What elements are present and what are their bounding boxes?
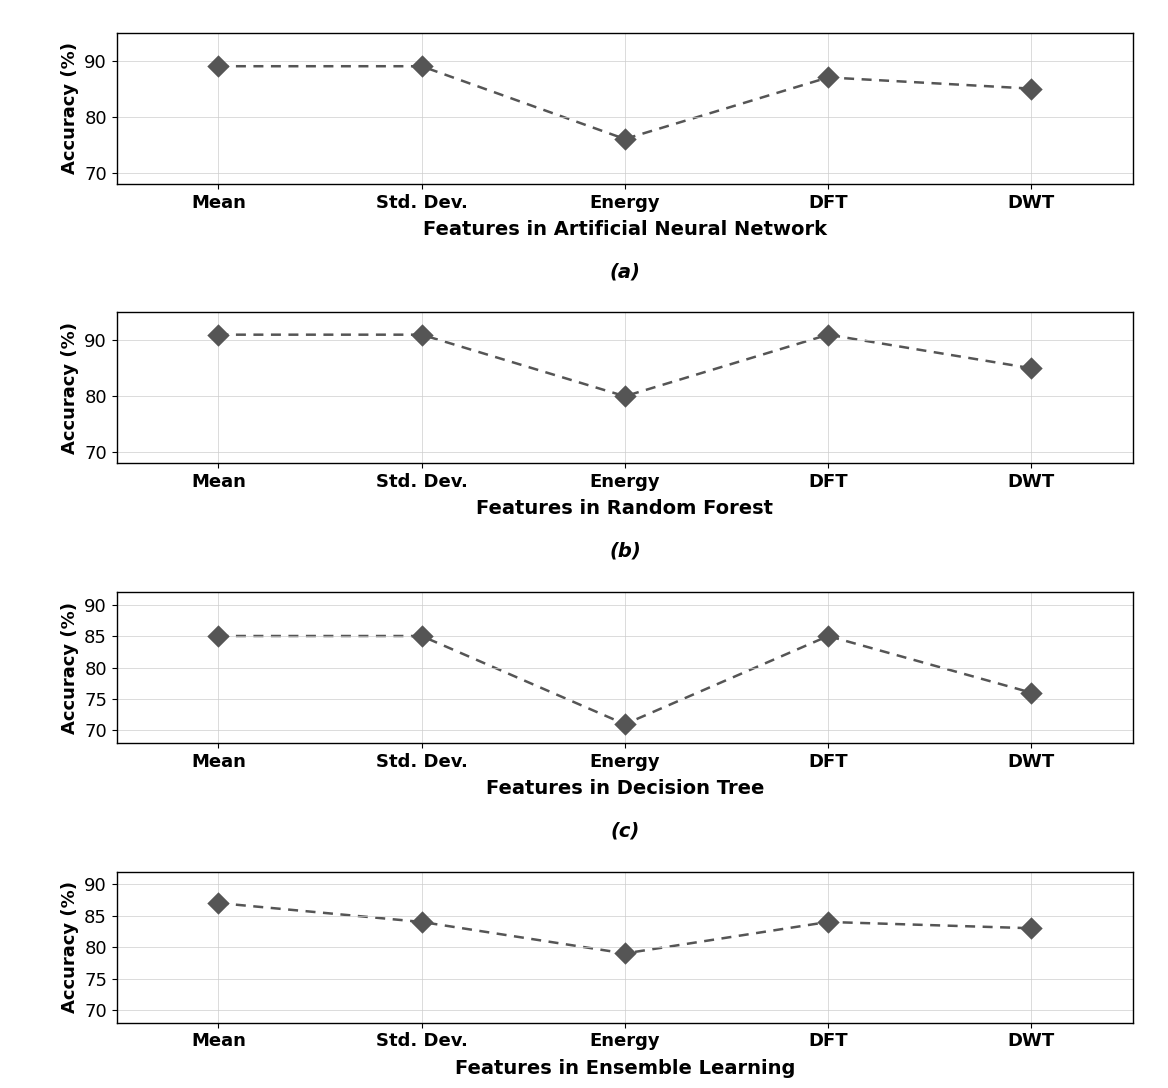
- Point: [616, 716, 634, 733]
- Point: [412, 628, 431, 645]
- Point: [616, 131, 634, 148]
- Y-axis label: Accuracy (%): Accuracy (%): [61, 602, 78, 733]
- X-axis label: Features in Decision Tree: Features in Decision Tree: [486, 779, 764, 799]
- Point: [412, 326, 431, 344]
- Point: [819, 69, 837, 86]
- Point: [819, 913, 837, 930]
- Point: [209, 58, 228, 75]
- Y-axis label: Accuracy (%): Accuracy (%): [61, 881, 78, 1013]
- Text: (c): (c): [610, 821, 640, 840]
- Point: [1022, 919, 1041, 937]
- X-axis label: Features in Random Forest: Features in Random Forest: [477, 499, 773, 519]
- Point: [1022, 79, 1041, 97]
- Point: [209, 894, 228, 912]
- Point: [209, 326, 228, 344]
- Y-axis label: Accuracy (%): Accuracy (%): [61, 322, 78, 454]
- Point: [819, 326, 837, 344]
- X-axis label: Features in Ensemble Learning: Features in Ensemble Learning: [454, 1059, 795, 1078]
- Point: [1022, 684, 1041, 702]
- Point: [616, 944, 634, 962]
- Point: [412, 58, 431, 75]
- Point: [1022, 359, 1041, 376]
- Point: [209, 628, 228, 645]
- Text: (a): (a): [610, 262, 640, 281]
- X-axis label: Features in Artificial Neural Network: Features in Artificial Neural Network: [423, 220, 827, 239]
- Point: [616, 387, 634, 405]
- Y-axis label: Accuracy (%): Accuracy (%): [61, 42, 78, 174]
- Point: [819, 628, 837, 645]
- Text: (b): (b): [609, 542, 641, 560]
- Point: [412, 913, 431, 930]
